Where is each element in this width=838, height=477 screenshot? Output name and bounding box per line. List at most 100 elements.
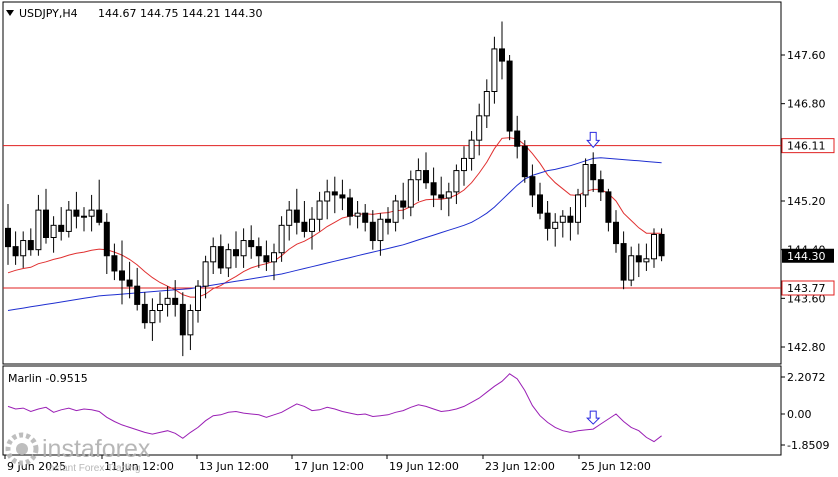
- current-price-box: [782, 248, 834, 263]
- indicator-tick-label: 0.00: [787, 408, 812, 421]
- candle-body-bear: [613, 221, 619, 245]
- candle: [658, 228, 665, 262]
- candle-body-bull: [324, 191, 331, 202]
- candle: [453, 164, 460, 205]
- candle-body-bull: [65, 209, 72, 232]
- candle: [316, 191, 323, 232]
- candle: [529, 164, 536, 208]
- candle-body-bear: [347, 197, 353, 217]
- time-tick-label: 19 Jun 12:00: [389, 460, 459, 473]
- candle-body-bear: [111, 255, 118, 272]
- candle-body-bear: [521, 145, 528, 178]
- candle-body-bull: [651, 233, 657, 260]
- candle: [240, 228, 247, 268]
- candle-body-bull: [225, 249, 232, 269]
- candle-body-bull: [50, 224, 57, 238]
- candle: [514, 115, 521, 159]
- candle-body-bull: [476, 115, 483, 141]
- candle: [233, 231, 239, 268]
- candle: [643, 243, 650, 271]
- price-tick-label: 147.60: [787, 49, 826, 62]
- candle-body-bull: [157, 303, 163, 311]
- candle: [628, 246, 635, 287]
- menu-triangle-icon[interactable]: [6, 10, 14, 16]
- candle: [179, 292, 186, 357]
- candle-body-bull: [468, 139, 475, 159]
- candle-body-bear: [400, 200, 407, 208]
- watermark-logo: instaforex Instant Forex Trading: [5, 432, 151, 474]
- candle: [613, 210, 619, 253]
- candle: [286, 201, 293, 241]
- candle-body-bull: [20, 240, 27, 257]
- candle: [81, 207, 87, 232]
- price-tick-label: 143.60: [787, 292, 826, 305]
- candle: [210, 237, 217, 274]
- candle: [103, 213, 110, 274]
- candle-body-bull: [552, 221, 559, 229]
- candle-body-bear: [255, 246, 262, 257]
- candle-body-bull: [278, 224, 285, 254]
- candle: [225, 243, 232, 278]
- candle-body-bear: [620, 243, 627, 281]
- candle-body-bear: [529, 176, 536, 196]
- candle: [339, 179, 346, 211]
- candle: [468, 131, 475, 171]
- candle-body-bull: [187, 310, 194, 336]
- candle: [58, 207, 65, 241]
- candle-body-bear: [119, 270, 125, 281]
- candle: [491, 36, 498, 104]
- candle-body-bear: [605, 191, 612, 223]
- level-label: 146.11: [787, 140, 826, 153]
- candle: [164, 286, 171, 317]
- candle: [385, 207, 391, 235]
- candle: [537, 182, 543, 220]
- main-plot-frame: [2, 1, 782, 365]
- candle-body-bear: [217, 246, 224, 269]
- candle-body-bear: [544, 212, 551, 229]
- candle: [499, 21, 505, 80]
- candle: [43, 188, 49, 244]
- candle: [172, 280, 179, 317]
- time-tick-label: 11 Jun 12:00: [104, 460, 174, 473]
- candle: [309, 207, 315, 250]
- candle: [149, 298, 156, 341]
- instaforex-logo-icon: [5, 432, 39, 466]
- candle-body-bear: [339, 194, 346, 199]
- candle-body-bull: [88, 209, 95, 217]
- candle: [423, 152, 429, 189]
- candle: [430, 167, 437, 208]
- time-tick-label: 25 Jun 12:00: [581, 460, 651, 473]
- candle: [331, 176, 338, 214]
- candle-body-bear: [658, 233, 665, 257]
- candle-body-bull: [202, 261, 209, 287]
- candle: [392, 194, 399, 232]
- candle-body-bear: [172, 297, 179, 305]
- candle-body-bull: [491, 48, 498, 92]
- candle: [263, 240, 270, 271]
- candle-body-bull: [210, 246, 217, 263]
- candle-body-bear: [12, 246, 19, 257]
- candle: [35, 194, 42, 256]
- candle: [651, 228, 657, 268]
- candle: [119, 240, 125, 305]
- candle-body-bear: [362, 212, 369, 223]
- candle-body-bull: [271, 252, 277, 263]
- candle-body-bear: [331, 191, 338, 196]
- candle: [620, 231, 627, 290]
- candle: [5, 204, 11, 265]
- candle-body-bear: [423, 170, 429, 184]
- watermark-brand: instaforex: [42, 435, 151, 463]
- candle-body-bull: [81, 215, 87, 218]
- candle-body-bear: [233, 249, 239, 257]
- current-price-label: 144.30: [787, 250, 826, 263]
- candle-body-bear: [590, 164, 597, 181]
- candle-body-bear: [43, 209, 49, 238]
- candle: [552, 213, 559, 247]
- candle-body-bull: [483, 91, 490, 117]
- candle: [324, 179, 331, 220]
- candle-body-bull: [415, 170, 422, 181]
- ma-fast-line: [7, 137, 662, 298]
- time-tick-label: 23 Jun 12:00: [485, 460, 555, 473]
- candle: [347, 188, 353, 226]
